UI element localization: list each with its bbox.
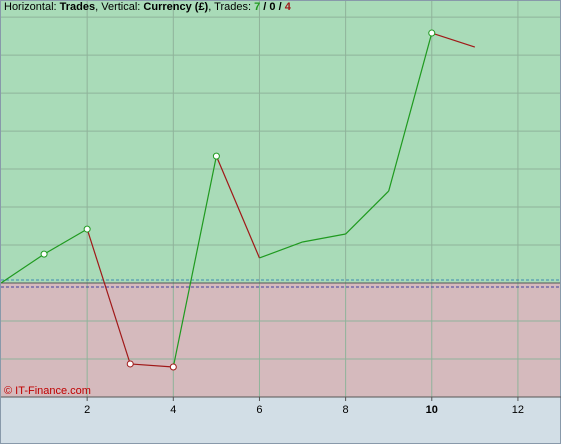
title-part: , Trades:: [208, 1, 251, 13]
x-tick-label: 10: [426, 404, 438, 416]
line-segment: [130, 363, 174, 368]
title-part: /: [279, 1, 282, 13]
line-segment: [302, 233, 346, 243]
trade-marker: [126, 360, 134, 368]
loss-zone: [1, 283, 561, 397]
trade-marker: [169, 363, 177, 371]
title-part: 4: [285, 1, 292, 13]
chart-title: Horizontal: Trades, Vertical: Currency (…: [4, 1, 292, 13]
line-segment: [0, 253, 45, 284]
watermark: © IT-Finance.com: [4, 385, 91, 397]
line-segment: [43, 228, 88, 255]
x-tick-label: 4: [170, 404, 176, 416]
title-part: 7: [254, 1, 260, 13]
line-segment: [86, 228, 131, 365]
title-part: Currency (£): [143, 1, 208, 13]
title-part: , Vertical:: [95, 1, 140, 13]
title-part: Horizontal:: [4, 1, 57, 13]
line-segment: [388, 32, 433, 192]
x-tick-label: 12: [512, 404, 524, 416]
line-segment: [431, 32, 476, 48]
line-segment: [172, 156, 217, 368]
line-segment: [259, 241, 303, 259]
trade-marker: [212, 152, 220, 160]
line-segment: [215, 155, 261, 259]
title-part: /: [263, 1, 266, 13]
trade-marker: [40, 250, 48, 258]
x-tick-label: 8: [343, 404, 349, 416]
trade-marker: [428, 29, 436, 37]
x-tick-label: 6: [256, 404, 262, 416]
line-segment: [345, 190, 390, 235]
title-part: 0: [269, 1, 275, 13]
title-part: Trades: [60, 1, 95, 13]
profit-zone: [1, 0, 561, 284]
trade-marker: [83, 225, 91, 233]
x-tick-label: 2: [84, 404, 90, 416]
